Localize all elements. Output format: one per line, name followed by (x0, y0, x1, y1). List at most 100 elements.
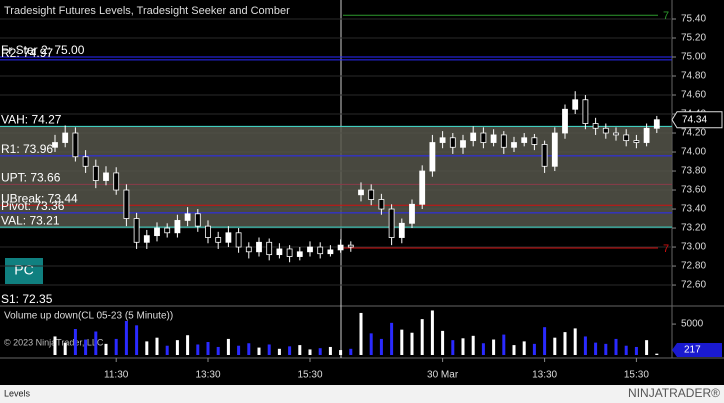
x-tick-label: 30 Mar (427, 370, 459, 381)
y-tick-label: 72.60 (681, 280, 706, 291)
volume-bar (563, 332, 567, 355)
x-tick-label: 15:30 (297, 370, 322, 381)
candle-body (266, 241, 273, 256)
candle-body (72, 132, 79, 158)
candle-body (398, 222, 405, 238)
volume-bar (206, 342, 210, 355)
candle-body (419, 170, 426, 205)
volume-bar (655, 353, 659, 355)
candle-body (429, 142, 436, 172)
tab-label[interactable]: Levels (4, 388, 31, 398)
candle-body (286, 248, 293, 257)
level-label: Fr Star 2: 75.00 (1, 43, 85, 57)
volume-bar (165, 345, 169, 355)
candle-body (194, 213, 201, 227)
volume-bar (53, 336, 57, 355)
candle-body (551, 132, 558, 167)
volume-bar (543, 327, 547, 355)
last-volume-label: 217 (684, 345, 701, 356)
candle-body (592, 123, 599, 129)
volume-bar (441, 330, 445, 355)
volume-bar (359, 312, 363, 355)
logo: NINJATRADER® (628, 386, 720, 400)
price-panel (0, 14, 672, 286)
session-level-label: 7 (663, 243, 669, 255)
x-tick-label: 11:30 (104, 370, 129, 381)
volume-bar (94, 331, 98, 355)
volume-bar (400, 329, 404, 355)
volume-bar (175, 340, 179, 355)
y-tick-label: 75.40 (681, 14, 706, 25)
volume-bar (624, 345, 628, 355)
v-tick-label: 5000 (681, 319, 704, 330)
volume-bar (430, 310, 434, 355)
candle-body (409, 203, 415, 224)
volume-bar (553, 337, 557, 355)
candle-body (439, 137, 446, 143)
candle-body (490, 134, 497, 143)
volume-bar (84, 339, 88, 355)
candle-body (623, 134, 630, 142)
last-volume-marker (672, 343, 722, 357)
y-tick-label: 73.00 (681, 242, 706, 253)
candle-body (347, 244, 354, 248)
x-tick-label: 13:30 (532, 370, 557, 381)
y-tick-label: 74.60 (681, 90, 706, 101)
candle-body (103, 172, 109, 181)
candle-body (521, 137, 528, 143)
y-tick-label: 73.20 (681, 223, 706, 234)
y-tick-label: 73.40 (681, 204, 706, 215)
volume-bar (614, 338, 618, 355)
candle-body (358, 189, 364, 196)
y-tick-label: 75.00 (681, 52, 706, 63)
volume-bar (594, 342, 598, 355)
value-area (0, 126, 672, 228)
pc-button-label[interactable]: PC (14, 262, 33, 278)
volume-bar (226, 338, 230, 355)
candle-body (92, 165, 99, 181)
candle-body (500, 134, 507, 148)
volume-bar (298, 345, 302, 355)
candle-body (113, 172, 120, 191)
candle-body (317, 246, 324, 255)
candle-body (541, 144, 548, 167)
volume-bar (451, 340, 455, 355)
volume-bar (481, 343, 485, 355)
candle-body (82, 156, 89, 167)
candle-body (653, 119, 660, 129)
volume-bar (522, 341, 526, 355)
indicator-title: Tradesight Futures Levels, Tradesight Se… (4, 5, 290, 17)
candle-body (215, 237, 222, 243)
volume-bar (502, 334, 506, 355)
volume-bar (237, 345, 241, 355)
bottom-bar (0, 385, 724, 403)
candle-body (470, 132, 477, 142)
candle-body (572, 99, 579, 110)
volume-bar (247, 343, 251, 355)
candle-body (449, 137, 456, 148)
x-tick-label: 15:30 (624, 370, 649, 381)
volume-bar (328, 346, 332, 355)
x-tick-label: 13:30 (195, 370, 220, 381)
volume-bar (277, 348, 281, 355)
volume-bar (288, 346, 292, 355)
level-label: UPT: 73.66 (1, 171, 61, 185)
candle-body (245, 246, 252, 253)
volume-bar (145, 341, 149, 355)
level-label: S1: 72.35 (1, 292, 53, 306)
candle-body (296, 251, 303, 257)
candle-body (531, 137, 538, 145)
candle-body (602, 127, 609, 134)
volume-bar (308, 349, 312, 355)
pc-button[interactable] (5, 258, 43, 284)
candle-body (480, 132, 487, 143)
candle-body (337, 244, 344, 251)
candle-body (62, 132, 69, 143)
level-label: Pivot: 73.36 (1, 199, 65, 213)
volume-bar (532, 343, 536, 355)
volume-bar (257, 347, 261, 355)
y-tick-label: 74.80 (681, 71, 706, 82)
volume-bar (410, 332, 414, 355)
candle-body (164, 227, 171, 234)
volume-bar (216, 346, 220, 355)
